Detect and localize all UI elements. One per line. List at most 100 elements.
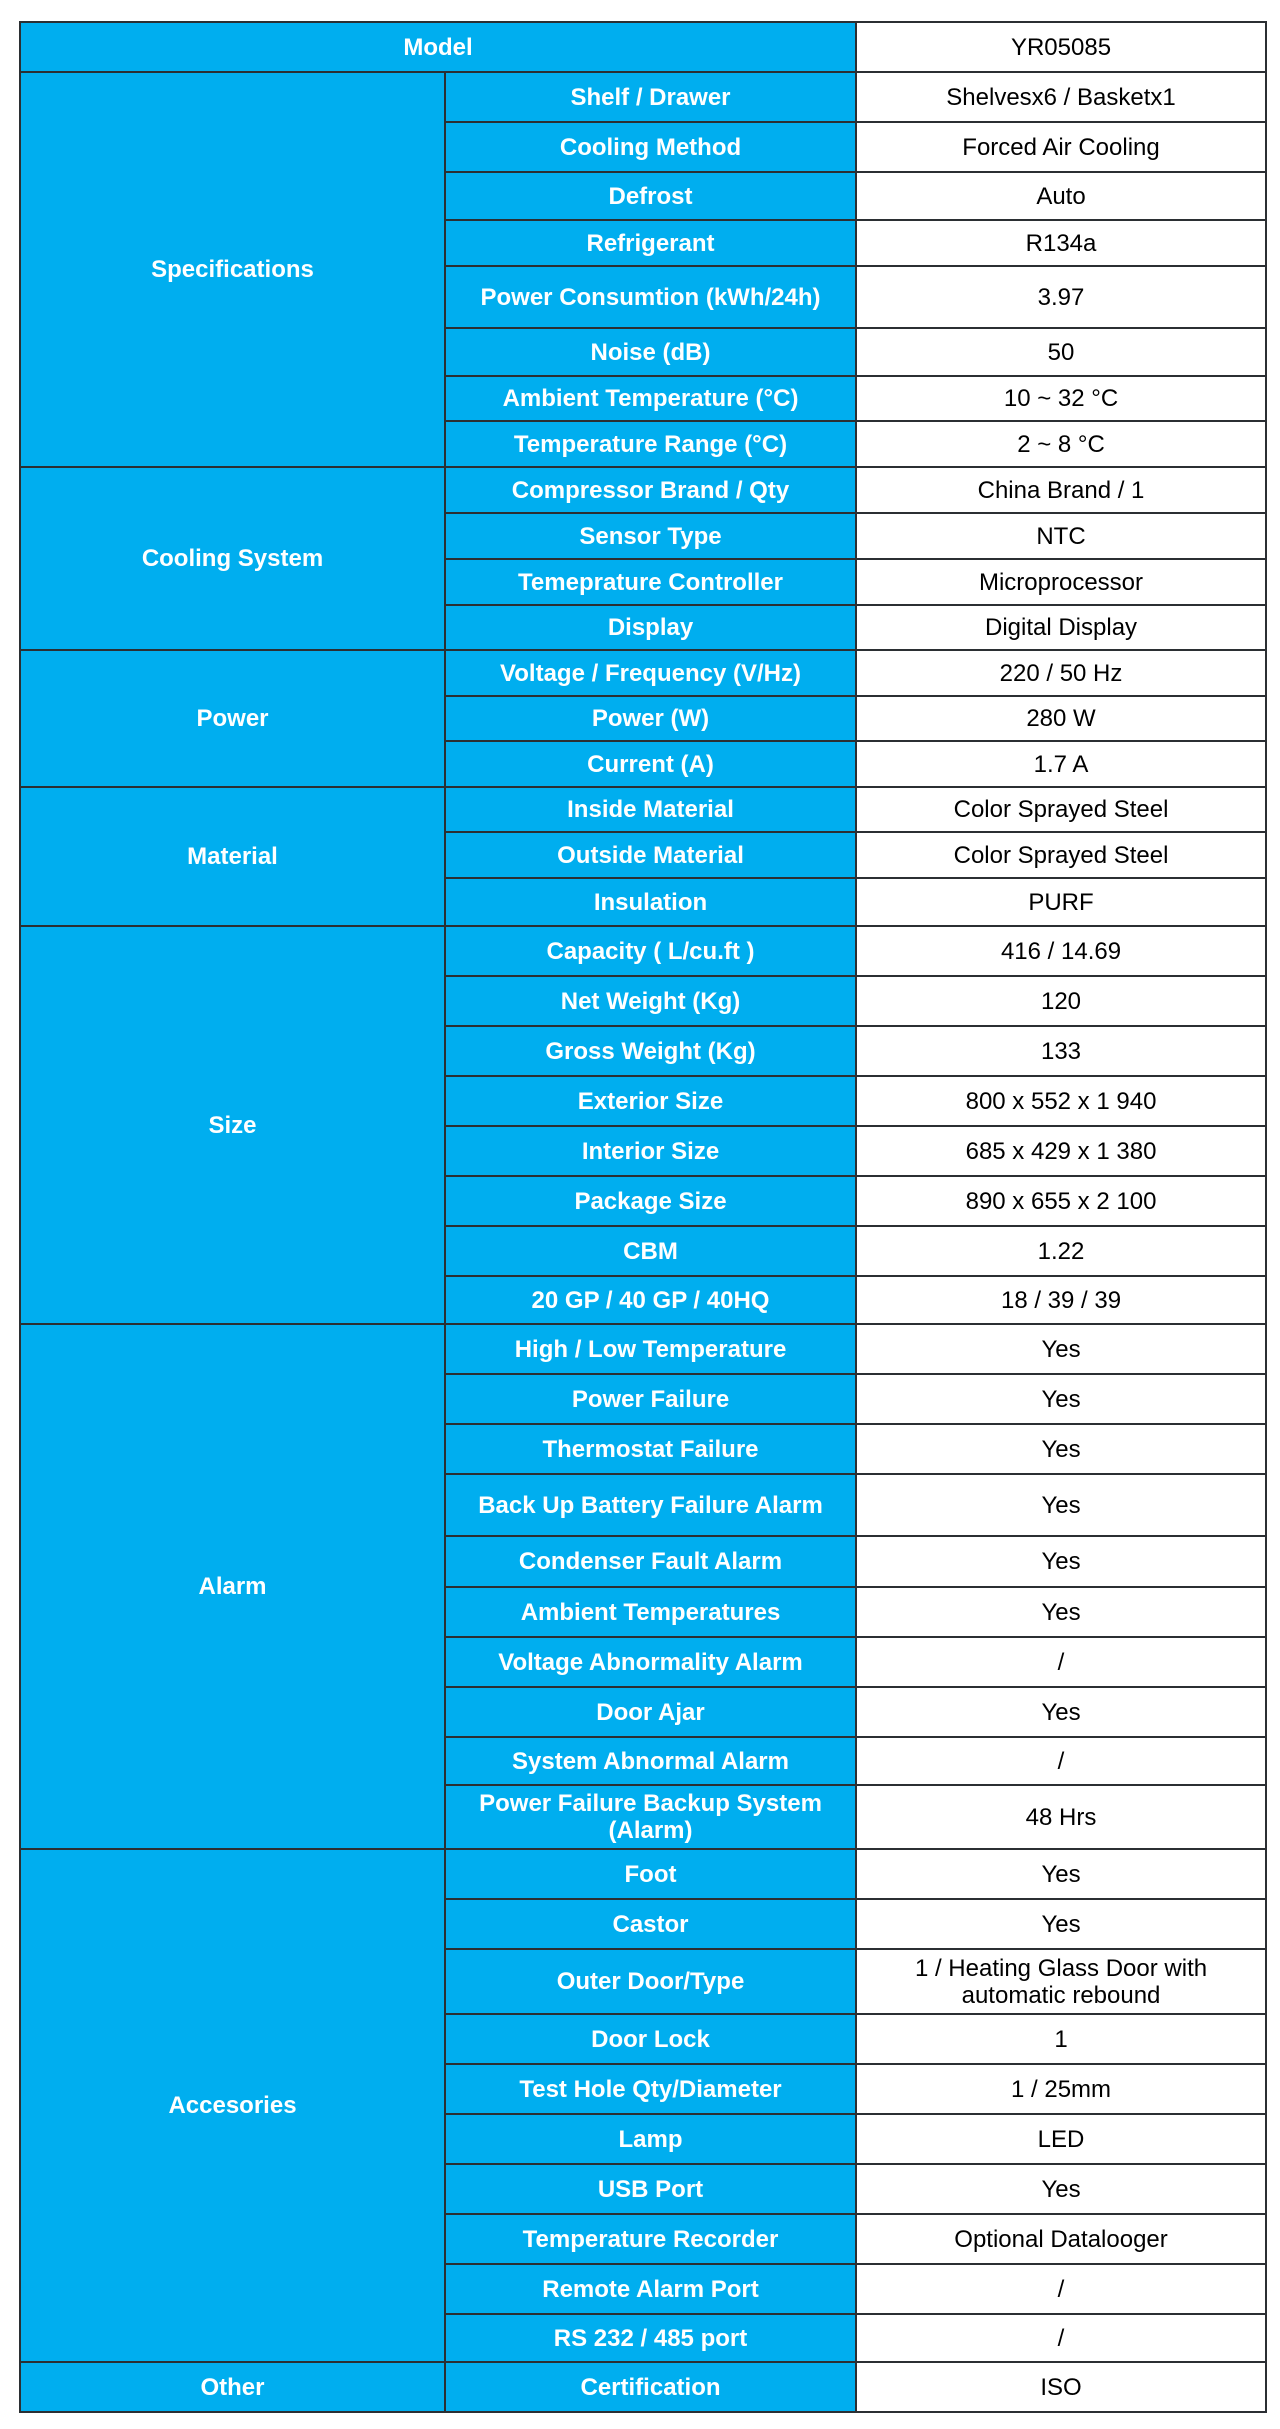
group-label: Power — [19, 649, 446, 788]
spec-label: Current (A) — [443, 740, 858, 788]
model-label: Model — [18, 21, 858, 73]
spec-label: Temperature Range (°C) — [443, 420, 858, 468]
group-label: Size — [19, 925, 446, 1325]
spec-row: Current (A) 1.7 A — [20, 740, 1268, 788]
spec-value: Yes — [855, 1848, 1268, 1900]
spec-label: Noise (dB) — [443, 327, 858, 377]
spec-row: Castor Yes — [20, 1898, 1268, 1950]
spec-label: Power (W) — [443, 695, 858, 742]
spec-value: 1.22 — [855, 1225, 1268, 1277]
spec-row: Voltage Abnormality Alarm / — [20, 1636, 1268, 1688]
spec-row: Power Consumtion (kWh/24h) 3.97 — [20, 265, 1268, 329]
spec-label: Foot — [443, 1848, 858, 1900]
spec-row: Exterior Size 800 x 552 x 1 940 — [20, 1075, 1268, 1127]
spec-value: Yes — [855, 1473, 1268, 1537]
spec-row: Accesories Foot Yes — [19, 1848, 1268, 2363]
spec-row: Power Failure Yes — [20, 1373, 1268, 1425]
spec-label: Net Weight (Kg) — [443, 975, 858, 1027]
spec-row: USB Port Yes — [20, 2163, 1268, 2215]
spec-label: Condenser Fault Alarm — [443, 1535, 858, 1588]
spec-row: Insulation PURF — [20, 877, 1268, 927]
spec-value: 133 — [855, 1025, 1268, 1077]
spec-row: Material Inside Material Color Sprayed Ste… — [19, 786, 1268, 927]
spec-value: Yes — [855, 1686, 1268, 1738]
spec-value: / — [855, 2313, 1268, 2363]
spec-label: Ambient Temperature (°C) — [443, 375, 858, 422]
spec-value: 1 — [855, 2013, 1268, 2065]
spec-row: Package Size 890 x 655 x 2 100 — [20, 1175, 1268, 1227]
spec-value: Yes — [855, 1423, 1268, 1475]
spec-row: Door Ajar Yes — [20, 1686, 1268, 1738]
spec-row: Door Lock 1 — [20, 2013, 1268, 2065]
spec-row: Gross Weight (Kg) 133 — [20, 1025, 1268, 1077]
group-label: Specifications — [19, 71, 446, 468]
spec-row: Noise (dB) 50 — [20, 327, 1268, 377]
spec-row: Back Up Battery Failure Alarm Yes — [20, 1473, 1268, 1537]
spec-row: Specifications Shelf / Drawer Shelvesx6 / … — [19, 71, 1268, 468]
group-label: Other — [19, 2361, 446, 2413]
spec-value: 2 ~ 8 °C — [855, 420, 1268, 468]
spec-value: NTC — [855, 512, 1268, 560]
spec-row: Lamp LED — [20, 2113, 1268, 2165]
spec-row: Test Hole Qty/Diameter 1 / 25mm — [20, 2063, 1268, 2115]
spec-label: Capacity ( L/cu.ft ) — [443, 925, 858, 977]
spec-label: Exterior Size — [443, 1075, 858, 1127]
spec-row: 20 GP / 40 GP / 40HQ 18 / 39 / 39 — [20, 1275, 1268, 1325]
spec-label: Voltage Abnormality Alarm — [443, 1636, 858, 1688]
spec-value: Auto — [855, 171, 1268, 221]
spec-label: Lamp — [443, 2113, 858, 2165]
spec-label: Door Ajar — [443, 1686, 858, 1738]
spec-value: Optional Datalooger — [855, 2213, 1268, 2265]
spec-value: Yes — [855, 1586, 1268, 1638]
spec-value: Yes — [855, 2163, 1268, 2215]
spec-label: USB Port — [443, 2163, 858, 2215]
spec-row: Defrost Auto — [20, 171, 1268, 221]
spec-label: High / Low Temperature — [443, 1323, 858, 1375]
spec-value: Microprocessor — [855, 558, 1268, 606]
spec-row: Ambient Temperatures Yes — [20, 1586, 1268, 1638]
spec-value: Yes — [855, 1535, 1268, 1588]
spec-label: Shelf / Drawer — [443, 71, 858, 123]
spec-label: Gross Weight (Kg) — [443, 1025, 858, 1077]
spec-row: Sensor Type NTC — [20, 512, 1268, 560]
spec-value: 48 Hrs — [855, 1784, 1268, 1850]
spec-label: Voltage / Frequency (V/Hz) — [443, 649, 858, 697]
spec-value: / — [855, 1736, 1268, 1786]
spec-value: / — [855, 1636, 1268, 1688]
spec-label: Power Failure Backup System (Alarm) — [443, 1784, 858, 1850]
spec-label: Thermostat Failure — [443, 1423, 858, 1475]
spec-row: Power (W) 280 W — [20, 695, 1268, 742]
spec-value: 1 / Heating Glass Door with automatic re… — [855, 1948, 1268, 2015]
spec-label: Castor — [443, 1898, 858, 1950]
spec-row: RS 232 / 485 port / — [20, 2313, 1268, 2363]
spec-label: Power Consumtion (kWh/24h) — [443, 265, 858, 329]
spec-value: ISO — [855, 2361, 1268, 2413]
spec-row: CBM 1.22 — [20, 1225, 1268, 1277]
model-row: Model YR05085 — [18, 21, 1268, 73]
spec-value: 50 — [855, 327, 1268, 377]
spec-label: Back Up Battery Failure Alarm — [443, 1473, 858, 1537]
spec-value: 280 W — [855, 695, 1268, 742]
spec-row: Temperature Recorder Optional Datalooger — [20, 2213, 1268, 2265]
spec-value: Color Sprayed Steel — [855, 786, 1268, 833]
spec-value: Yes — [855, 1373, 1268, 1425]
spec-value: Yes — [855, 1323, 1268, 1375]
spec-label: Outside Material — [443, 831, 858, 879]
spec-value: 1 / 25mm — [855, 2063, 1268, 2115]
spec-label: Cooling Method — [443, 121, 858, 173]
spec-row: Outer Door/Type 1 / Heating Glass Door wi… — [20, 1948, 1268, 2015]
spec-label: CBM — [443, 1225, 858, 1277]
group-label: Alarm — [19, 1323, 446, 1850]
spec-row: Power Failure Backup System (Alarm) 48 Hr… — [20, 1784, 1268, 1850]
spec-row: Other Certification ISO — [19, 2361, 1268, 2413]
spec-value: R134a — [855, 219, 1268, 267]
group-label: Material — [19, 786, 446, 927]
spec-row: Size Capacity ( L/cu.ft ) 416 / 14.69 — [19, 925, 1268, 1325]
spec-value: 10 ~ 32 °C — [855, 375, 1268, 422]
spec-value: LED — [855, 2113, 1268, 2165]
spec-row: Remote Alarm Port / — [20, 2263, 1268, 2315]
spec-value: 685 x 429 x 1 380 — [855, 1125, 1268, 1177]
spec-row: Cooling Method Forced Air Cooling — [20, 121, 1268, 173]
spec-row: Ambient Temperature (°C) 10 ~ 32 °C — [20, 375, 1268, 422]
spec-value: Shelvesx6 / Basketx1 — [855, 71, 1268, 123]
